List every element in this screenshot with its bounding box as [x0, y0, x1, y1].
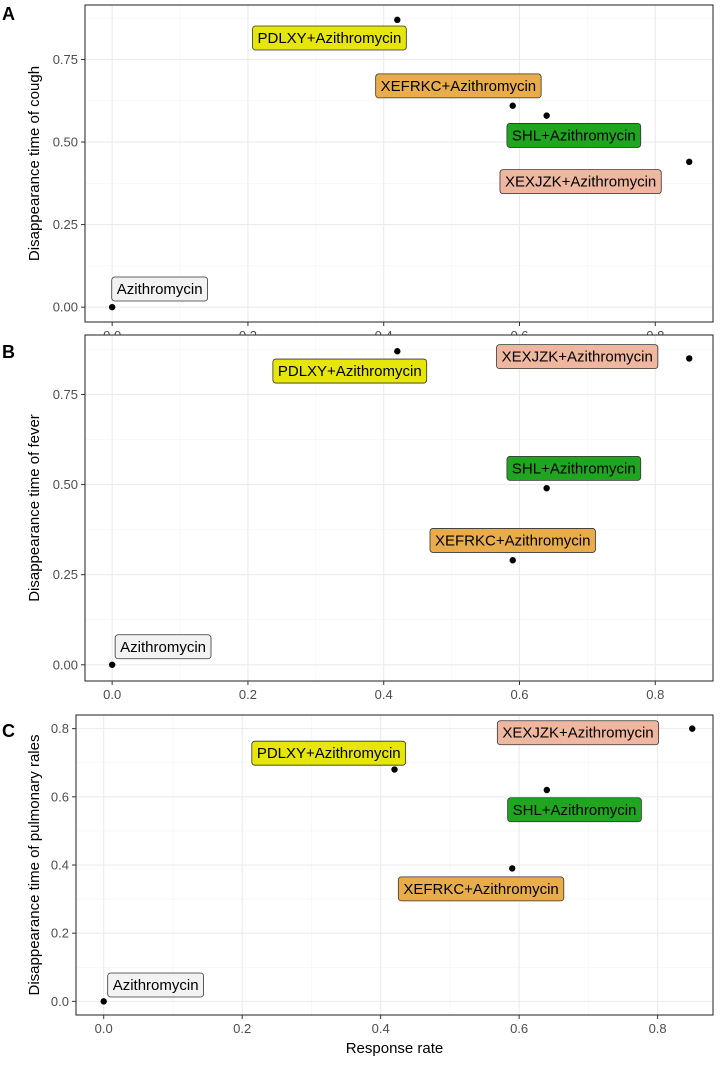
point-label: Azithromycin: [111, 276, 209, 302]
point-label-box: [499, 169, 662, 195]
y-tick-label: 0.00: [53, 300, 78, 315]
point-label: PDLXY+Azithromycin: [252, 25, 407, 51]
data-point: [108, 661, 116, 668]
point-label-text: Azithromycin: [117, 281, 203, 298]
point-label-box: [506, 455, 642, 481]
point-label-box: [272, 358, 428, 384]
point-label-text: SHL+Azithromycin: [512, 127, 636, 144]
point-label-box: [507, 797, 642, 823]
point-label-box: [111, 276, 209, 302]
data-point: [509, 865, 516, 872]
point-label: XEFRKC+Azithromycin: [429, 528, 596, 553]
point-label-text: SHL+Azithromycin: [512, 460, 636, 477]
x-tick-label: 0.6: [510, 1021, 528, 1036]
x-tick-label: 0.4: [375, 687, 393, 702]
y-tick-label: 0.25: [53, 217, 78, 232]
data-point: [509, 102, 516, 109]
panel-a: 0.000.250.500.750.00.20.40.60.8Disappear…: [2, 4, 714, 343]
point-label-box: [496, 344, 659, 370]
point-label: PDLXY+Azithromycin: [251, 740, 407, 766]
point-label: XEFRKC+Azithromycin: [397, 876, 565, 902]
data-point: [108, 303, 116, 311]
data-point: [686, 158, 693, 166]
point-label: XEXJZK+Azithromycin: [496, 344, 659, 370]
point-label-text: XEFRKC+Azithromycin: [381, 78, 536, 95]
point-label-text: Azithromycin: [120, 639, 206, 656]
point-label-text: SHL+Azithromycin: [513, 802, 637, 819]
point-label: SHL+Azithromycin: [506, 455, 642, 481]
panel-border: [84, 4, 714, 323]
point-label-text: PDLXY+Azithromycin: [257, 745, 401, 762]
data-point: [686, 355, 693, 362]
x-tick-label: 0.0: [95, 1021, 113, 1036]
panel-border: [84, 334, 714, 682]
y-tick-label: 0.00: [53, 657, 78, 672]
panel-tag: A: [2, 4, 15, 24]
y-tick-label: 0.75: [53, 387, 78, 402]
point-label: XEXJZK+Azithromycin: [496, 720, 660, 746]
point-label: Azithromycin: [107, 972, 204, 998]
point-label-text: XEXJZK+Azithromycin: [502, 349, 653, 366]
x-axis-title: Response rate: [346, 1040, 444, 1057]
plot-area: [85, 5, 713, 322]
y-axis-title: Disappearance time of pulmonary rales: [26, 735, 43, 996]
data-point: [543, 484, 550, 492]
data-point: [543, 112, 550, 119]
point-label-text: XEFRKC+Azithromycin: [403, 881, 558, 898]
point-label: Azithromycin: [114, 634, 212, 660]
point-label-box: [107, 972, 204, 998]
x-tick-label: 0.0: [103, 687, 121, 702]
x-tick-label: 0.4: [372, 1021, 390, 1036]
y-tick-label: 0.50: [53, 135, 78, 150]
point-label-box: [397, 876, 565, 902]
x-tick-label: 0.8: [646, 687, 664, 702]
y-axis-title: Disappearance time of fever: [26, 414, 43, 602]
point-label-text: PDLXY+Azithromycin: [278, 363, 422, 380]
y-tick-label: 0.6: [51, 789, 69, 804]
point-label-text: XEXJZK+Azithromycin: [502, 725, 653, 742]
panel-c: 0.0 0.2 0.4 0.6 0.8 0.0 0.2 0.4 0.6 0.8 Disappeara…: [2, 714, 714, 1057]
x-tick-label: 0.6: [510, 687, 528, 702]
point-label: XEXJZK+Azithromycin: [499, 169, 662, 195]
point-label-box: [114, 634, 212, 660]
point-label-box: [375, 73, 542, 99]
data-point: [391, 766, 398, 773]
y-tick-label: 0.0: [51, 994, 69, 1009]
point-label: PDLXY+Azithromycin: [272, 358, 428, 384]
y-axis-title: Disappearance time of cough: [26, 66, 43, 261]
data-point: [100, 998, 107, 1005]
y-tick-label: 0.2: [51, 926, 69, 941]
data-point: [689, 725, 696, 732]
point-label-box: [496, 720, 660, 746]
y-tick-label: 0.8: [51, 721, 69, 736]
y-tick-label: 0.25: [53, 567, 78, 582]
data-point: [543, 786, 551, 794]
x-tick-label: 0.8: [649, 1021, 667, 1036]
panel-b: 0.00 0.25 0.50 0.75 0.0 0.2 0.4 0.6 0.8 Disappear…: [2, 334, 714, 702]
point-label-box: [506, 123, 642, 148]
point-label: SHL+Azithromycin: [507, 797, 642, 823]
y-tick-label: 0.50: [53, 477, 78, 492]
point-label-box: [251, 740, 407, 766]
data-point: [509, 557, 516, 564]
point-label: XEFRKC+Azithromycin: [375, 73, 542, 99]
y-tick-label: 0.4: [51, 858, 69, 873]
x-tick-label: 0.2: [233, 1021, 251, 1036]
data-point: [394, 16, 401, 24]
plot-area: [85, 335, 713, 681]
data-point: [394, 348, 401, 355]
point-label-text: Azithromycin: [113, 977, 199, 994]
x-tick-label: 0.2: [239, 687, 257, 702]
y-tick-label: 0.75: [53, 52, 78, 67]
panel-tag: C: [2, 721, 15, 741]
point-label-text: PDLXY+Azithromycin: [258, 30, 402, 47]
point-label-text: XEXJZK+Azithromycin: [505, 174, 656, 191]
point-label: SHL+Azithromycin: [506, 123, 642, 148]
point-label-text: XEFRKC+Azithromycin: [435, 532, 590, 549]
point-label-box: [429, 528, 596, 553]
panel-tag: B: [2, 342, 15, 362]
point-label-box: [252, 25, 407, 51]
